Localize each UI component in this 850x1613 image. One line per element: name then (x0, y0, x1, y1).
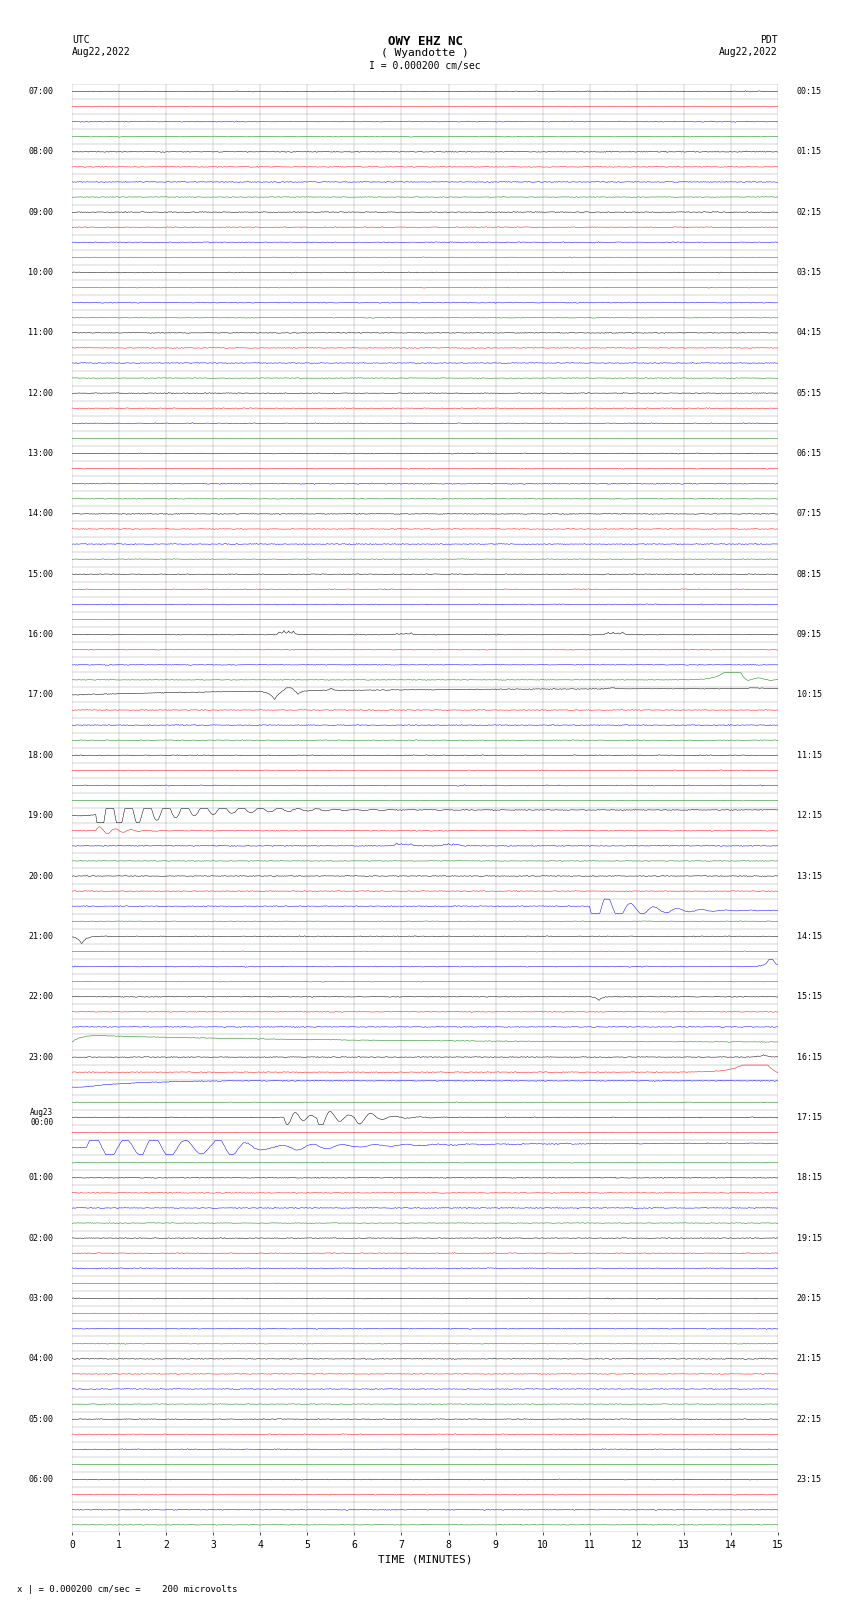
Text: 02:00: 02:00 (28, 1234, 54, 1242)
Text: 10:00: 10:00 (28, 268, 54, 277)
Text: 08:00: 08:00 (28, 147, 54, 156)
Text: 21:00: 21:00 (28, 932, 54, 940)
Text: x | = 0.000200 cm/sec =    200 microvolts: x | = 0.000200 cm/sec = 200 microvolts (17, 1584, 237, 1594)
Text: 23:00: 23:00 (28, 1053, 54, 1061)
Text: 05:00: 05:00 (28, 1415, 54, 1424)
Text: 14:15: 14:15 (796, 932, 822, 940)
Text: 19:00: 19:00 (28, 811, 54, 819)
Text: 02:15: 02:15 (796, 208, 822, 216)
Text: 12:15: 12:15 (796, 811, 822, 819)
Text: 13:15: 13:15 (796, 871, 822, 881)
Text: 05:15: 05:15 (796, 389, 822, 398)
Text: 20:00: 20:00 (28, 871, 54, 881)
Text: 16:00: 16:00 (28, 631, 54, 639)
Text: PDT
Aug22,2022: PDT Aug22,2022 (719, 35, 778, 56)
Text: 04:15: 04:15 (796, 329, 822, 337)
Text: 18:00: 18:00 (28, 750, 54, 760)
Text: 14:00: 14:00 (28, 510, 54, 518)
Text: 04:00: 04:00 (28, 1355, 54, 1363)
Text: 11:00: 11:00 (28, 329, 54, 337)
Text: 13:00: 13:00 (28, 448, 54, 458)
Text: 03:00: 03:00 (28, 1294, 54, 1303)
Text: 20:15: 20:15 (796, 1294, 822, 1303)
Text: 01:00: 01:00 (28, 1173, 54, 1182)
Text: 00:15: 00:15 (796, 87, 822, 95)
Text: 18:15: 18:15 (796, 1173, 822, 1182)
Text: 08:15: 08:15 (796, 569, 822, 579)
Text: 15:15: 15:15 (796, 992, 822, 1002)
Text: UTC
Aug22,2022: UTC Aug22,2022 (72, 35, 131, 56)
Text: 22:00: 22:00 (28, 992, 54, 1002)
X-axis label: TIME (MINUTES): TIME (MINUTES) (377, 1555, 473, 1565)
Text: 07:00: 07:00 (28, 87, 54, 95)
Text: 09:00: 09:00 (28, 208, 54, 216)
Text: 16:15: 16:15 (796, 1053, 822, 1061)
Text: 01:15: 01:15 (796, 147, 822, 156)
Text: 21:15: 21:15 (796, 1355, 822, 1363)
Text: 19:15: 19:15 (796, 1234, 822, 1242)
Text: 15:00: 15:00 (28, 569, 54, 579)
Text: I = 0.000200 cm/sec: I = 0.000200 cm/sec (369, 61, 481, 71)
Text: 03:15: 03:15 (796, 268, 822, 277)
Text: 22:15: 22:15 (796, 1415, 822, 1424)
Text: 10:15: 10:15 (796, 690, 822, 700)
Text: 12:00: 12:00 (28, 389, 54, 398)
Text: 07:15: 07:15 (796, 510, 822, 518)
Text: 17:15: 17:15 (796, 1113, 822, 1123)
Text: 23:15: 23:15 (796, 1474, 822, 1484)
Text: OWY EHZ NC: OWY EHZ NC (388, 35, 462, 48)
Text: ( Wyandotte ): ( Wyandotte ) (381, 48, 469, 58)
Text: Aug23
00:00: Aug23 00:00 (31, 1108, 54, 1127)
Text: 09:15: 09:15 (796, 631, 822, 639)
Text: 06:15: 06:15 (796, 448, 822, 458)
Text: 06:00: 06:00 (28, 1474, 54, 1484)
Text: 17:00: 17:00 (28, 690, 54, 700)
Text: 11:15: 11:15 (796, 750, 822, 760)
